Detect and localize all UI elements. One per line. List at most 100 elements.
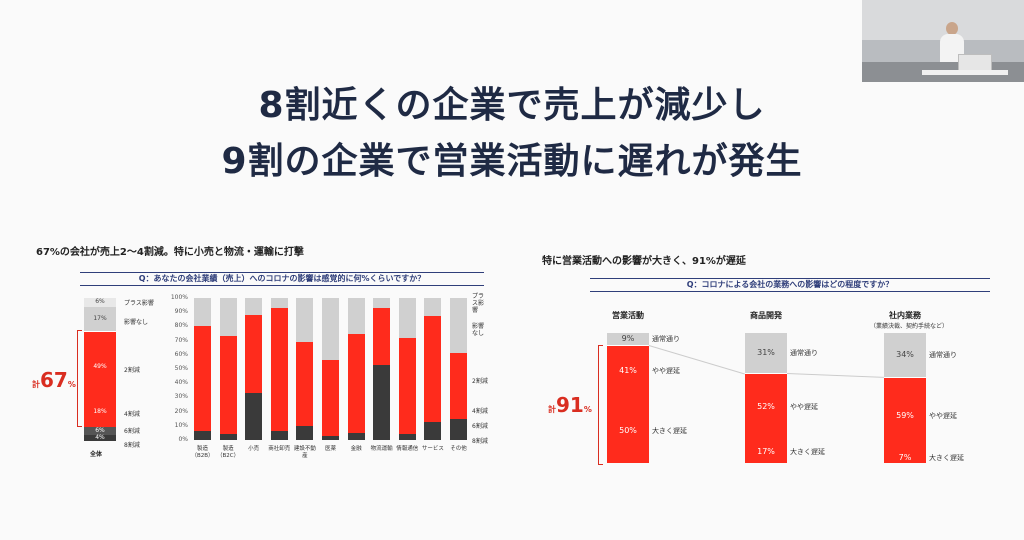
left-total-value: 67 [40, 368, 68, 392]
right-heading: 特に営業活動への影響が大きく、91%が遅延 [542, 256, 746, 267]
delay-category-1: 商品開発 [750, 311, 782, 320]
industry-bar-4-0 [296, 425, 314, 440]
right-question: Q：コロナによる会社の業務への影響はどの程度ですか？ [590, 278, 990, 292]
delay-series-label-2-1: やや遅延 [929, 411, 957, 420]
delay-category-0: 営業活動 [612, 311, 644, 320]
y-tick-8: 20% [174, 407, 188, 415]
delay-value-0-1: 41% [619, 366, 637, 376]
industry-bar-3-1 [270, 307, 288, 432]
y-tick-5: 50% [174, 365, 188, 372]
industry-bar-1-0 [219, 434, 237, 440]
right-legend-60: 6割減 [472, 423, 488, 430]
delay-series-label-0-1: やや遅延 [652, 367, 680, 376]
y-tick-10: 0% [178, 436, 188, 443]
overall-seg-4 [84, 306, 116, 331]
industry-bar-7-0 [373, 364, 391, 440]
legend-none: 影響なし [124, 319, 149, 326]
delay-value-1-0: 17% [757, 446, 775, 456]
overall-value-label-5: 4% [95, 434, 105, 441]
industry-bar-0-1 [194, 326, 211, 432]
industry-bar-2-2 [245, 298, 263, 316]
delay-bar-1-1 [745, 373, 787, 441]
right-legend-40: 4割減 [472, 408, 488, 415]
industry-category-label-2: 小売 [248, 446, 260, 452]
webcam-ceiling [862, 0, 1024, 40]
industry-category-label-4: 建設不動産 [293, 446, 316, 459]
delay-value-2-2: 34% [896, 350, 914, 360]
y-tick-7: 30% [174, 393, 188, 401]
industry-bar-0-2 [194, 298, 211, 327]
right-legend-20: 2割減 [472, 378, 488, 385]
industry-bar-10-2 [450, 298, 467, 354]
left-total-prefix: 計 [32, 380, 40, 389]
legend-80: 8割減 [124, 442, 140, 449]
delay-bar-0-0 [607, 398, 649, 463]
slide-title-line1: 8割近くの企業で売上が減少し [258, 85, 766, 126]
industry-bar-1-1 [219, 336, 237, 435]
legend-20: 2割減 [124, 367, 140, 374]
delay-series-label-1-1: やや遅延 [790, 403, 818, 412]
industry-bar-2-1 [245, 315, 263, 394]
overall-value-label-4: 6% [95, 427, 105, 434]
left-question: Q：あなたの会社業績（売上）へのコロナの影響は感覚的に何%くらいですか？ [80, 272, 484, 286]
industry-bar-5-2 [322, 298, 339, 361]
delay-bar-2-0 [884, 453, 926, 463]
overall-value-label-0: 6% [95, 298, 105, 305]
delay-connector-1 [786, 373, 884, 379]
industry-bar-10-1 [450, 353, 467, 419]
y-tick-3: 70% [174, 336, 188, 344]
delay-bar-0-1 [607, 344, 649, 398]
industry-bar-2-0 [245, 393, 263, 440]
delay-series-label-0-0: 大きく遅延 [652, 426, 687, 435]
delay-value-1-1: 52% [757, 402, 775, 412]
delay-series-label-2-0: 大きく遅延 [929, 454, 964, 463]
legend-40: 4割減 [124, 411, 140, 418]
industry-bar-5-0 [322, 435, 339, 440]
y-tick-4: 60% [174, 350, 188, 358]
overall-value-label-2: 49% [93, 363, 107, 370]
right-total-suffix: % [583, 405, 592, 414]
industry-bar-6-2 [347, 298, 365, 334]
industry-bar-8-1 [398, 337, 416, 435]
industry-category-label-6: 金融 [350, 446, 362, 452]
delay-value-1-2: 31% [757, 348, 775, 358]
desk [922, 70, 1008, 75]
delay-series-label-1-2: 通常通り [790, 349, 818, 358]
industry-bar-8-0 [398, 434, 416, 440]
industry-bar-9-0 [424, 421, 442, 440]
industry-bar-7-1 [373, 307, 391, 365]
industry-bar-3-0 [270, 431, 288, 440]
industry-category-label-0: 製造（B2B） [191, 446, 214, 459]
right-legend-80: 8割減 [472, 438, 488, 445]
overall-seg-2 [84, 400, 116, 427]
delay-value-0-0: 50% [619, 425, 637, 435]
industry-category-label-10: その他 [450, 446, 467, 452]
right-total-bracket [598, 345, 603, 465]
delay-bar-0-2 [607, 333, 649, 345]
industry-category-label-9: サービス [421, 446, 444, 452]
legend-plus: プラス影響 [124, 300, 154, 307]
delay-value-2-1: 59% [896, 410, 914, 420]
overall-seg-1 [84, 426, 116, 436]
overall-seg-3 [84, 330, 116, 401]
industry-category-label-5: 医薬 [324, 446, 336, 452]
delay-bar-1-0 [745, 440, 787, 463]
delay-series-label-1-0: 大きく遅延 [790, 447, 825, 456]
y-tick-6: 40% [174, 379, 188, 387]
industry-bar-6-0 [347, 432, 365, 440]
industry-bar-4-2 [296, 298, 314, 343]
industry-bar-7-2 [373, 298, 391, 308]
industry-bar-0-0 [194, 431, 211, 440]
legend-60: 6割減 [124, 428, 140, 435]
delay-bar-2-1 [884, 377, 926, 454]
left-total: 計67% [32, 368, 76, 392]
industry-bar-10-0 [450, 418, 467, 440]
right-legend-none: 影響なし [472, 323, 485, 337]
right-total-prefix: 計 [548, 405, 556, 414]
delay-bar-1-2 [745, 333, 787, 374]
overall-seg-0 [84, 435, 116, 441]
industry-category-label-8: 情報通信 [396, 446, 419, 452]
industry-bar-4-1 [296, 342, 314, 426]
left-total-suffix: % [67, 380, 76, 389]
